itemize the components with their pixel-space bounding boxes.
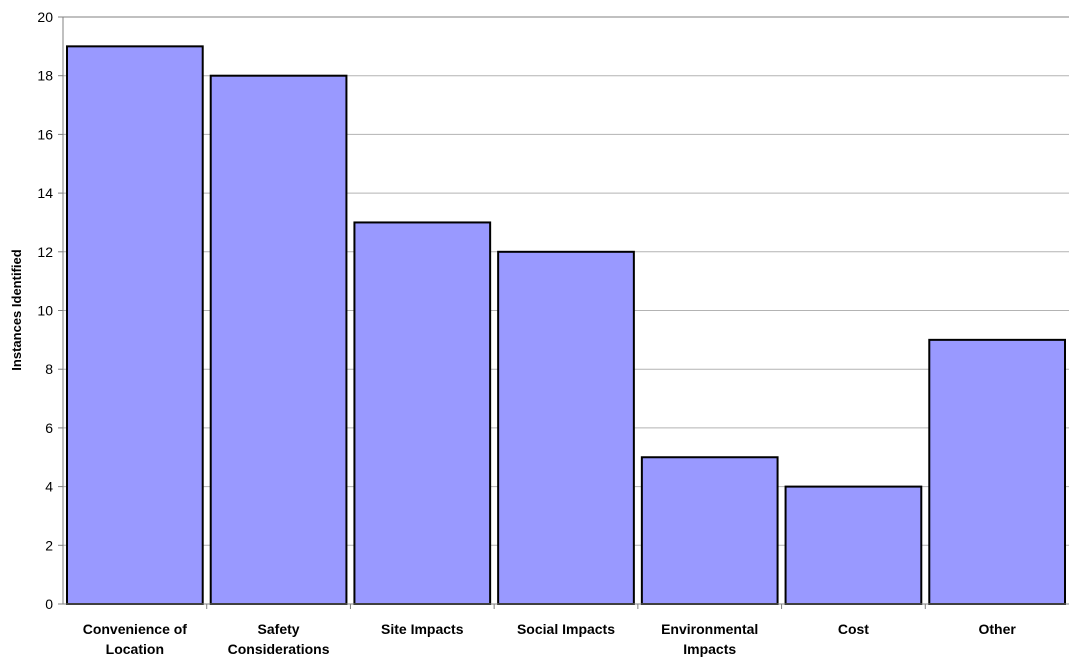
x-category-label-line: Convenience of <box>83 621 188 637</box>
y-tick-label: 12 <box>37 244 53 260</box>
bar <box>353 221 492 605</box>
y-tick-label: 4 <box>45 479 53 495</box>
x-category-label: Social Impacts <box>517 621 615 637</box>
x-category-label-line: Cost <box>838 621 869 637</box>
axes <box>58 16 1069 609</box>
y-tick-label: 18 <box>37 68 53 84</box>
bar <box>640 456 779 605</box>
x-category-label: Site Impacts <box>381 621 464 637</box>
bar <box>209 74 348 605</box>
y-axis-title: Instances Identified <box>9 249 24 370</box>
x-category-label-line: Social Impacts <box>517 621 615 637</box>
x-category-label-line: Other <box>978 621 1016 637</box>
x-category-label-line: Impacts <box>683 641 736 657</box>
bar <box>928 338 1066 605</box>
bar <box>497 250 635 606</box>
x-category-label-line: Safety <box>258 621 300 637</box>
y-tick-label: 10 <box>37 303 53 319</box>
x-category-label: Environmental Impacts <box>661 621 758 657</box>
y-tick-label: 16 <box>37 126 53 142</box>
x-category-label: Safety Considerations <box>228 621 330 657</box>
y-tick-label: 20 <box>37 9 53 25</box>
y-tick-labels: 0 2 4 6 8 10 12 14 16 18 20 <box>37 9 53 612</box>
y-tick-label: 2 <box>45 537 53 553</box>
x-category-label-line: Location <box>106 641 164 657</box>
x-category-label: Convenience of Location <box>83 621 188 657</box>
bar <box>784 485 923 606</box>
y-tick-label: 8 <box>45 361 53 377</box>
x-category-labels: Convenience of Location Safety Consideratio… <box>83 621 1017 657</box>
bars <box>66 45 1066 606</box>
x-category-label-line: Considerations <box>228 641 330 657</box>
x-category-label: Cost <box>838 621 869 637</box>
y-tick-label: 14 <box>37 185 53 201</box>
y-tick-label: 0 <box>45 596 53 612</box>
x-category-label-line: Site Impacts <box>381 621 464 637</box>
bar <box>66 45 204 606</box>
x-category-label-line: Environmental <box>661 621 758 637</box>
y-tick-label: 6 <box>45 420 53 436</box>
x-category-label: Other <box>978 621 1016 637</box>
